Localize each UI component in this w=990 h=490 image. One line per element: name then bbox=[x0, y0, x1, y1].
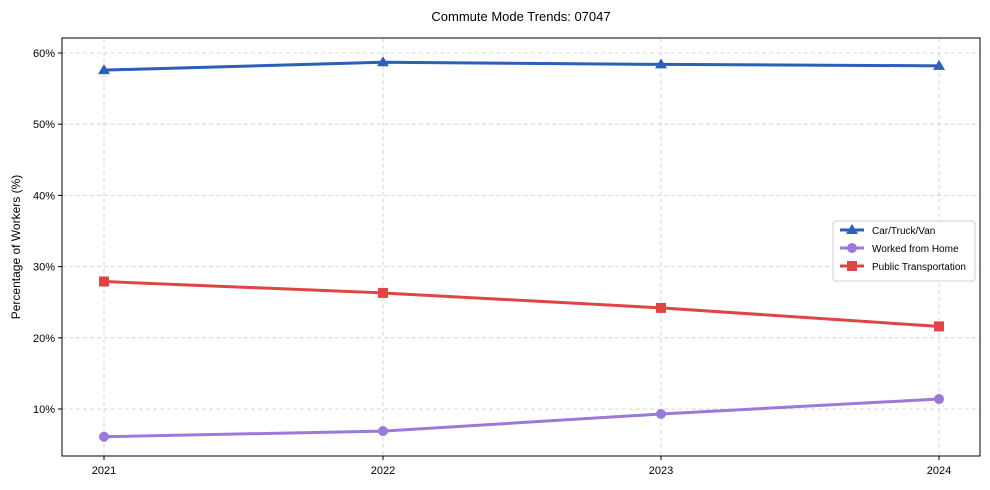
x-tick-label: 2024 bbox=[927, 465, 951, 477]
series-line bbox=[103, 60, 940, 72]
y-tick-label: 60% bbox=[33, 48, 55, 60]
y-tick-label: 40% bbox=[33, 190, 55, 202]
circle-marker bbox=[847, 243, 857, 253]
series-car-truck-van bbox=[98, 56, 945, 75]
legend-label: Public Transportation bbox=[872, 262, 966, 273]
x-tick-label: 2022 bbox=[371, 465, 395, 477]
circle-marker bbox=[378, 426, 388, 437]
chart-title: Commute Mode Trends: 07047 bbox=[431, 9, 610, 24]
series-group bbox=[98, 56, 945, 442]
legend-label: Car/Truck/Van bbox=[872, 226, 935, 237]
square-marker bbox=[656, 302, 666, 313]
triangle-marker bbox=[655, 58, 667, 69]
y-tick-label: 30% bbox=[33, 262, 55, 274]
series-line bbox=[103, 397, 940, 439]
series-worked-from-home bbox=[99, 394, 944, 442]
x-axis: 2021 2022 2023 2024 bbox=[92, 456, 951, 477]
square-marker bbox=[934, 321, 944, 332]
y-axis-label: Percentage of Workers (%) bbox=[9, 175, 23, 320]
x-tick-label: 2021 bbox=[92, 465, 116, 477]
legend-box bbox=[832, 220, 976, 282]
y-tick-label: 10% bbox=[33, 404, 55, 416]
y-tick-label: 50% bbox=[33, 119, 55, 131]
square-marker bbox=[847, 261, 857, 271]
x-tick-label: 2023 bbox=[649, 465, 673, 477]
legend-item: Car/Truck/Van bbox=[840, 224, 935, 237]
circle-marker bbox=[99, 431, 109, 442]
plot-frame bbox=[61, 37, 981, 457]
square-marker bbox=[99, 276, 109, 287]
legend-item: Worked from Home bbox=[840, 243, 959, 255]
square-marker bbox=[378, 287, 388, 298]
circle-marker bbox=[934, 394, 944, 405]
triangle-marker bbox=[846, 224, 858, 234]
triangle-marker bbox=[933, 59, 945, 70]
circle-marker bbox=[656, 408, 666, 419]
y-tick-label: 20% bbox=[33, 333, 55, 345]
grid bbox=[62, 38, 980, 456]
triangle-marker bbox=[98, 64, 110, 75]
triangle-marker bbox=[377, 56, 389, 67]
legend-item: Public Transportation bbox=[840, 261, 966, 273]
series-public-transportation bbox=[99, 276, 944, 332]
y-axis: 10% 20% 30% 40% 50% 60% bbox=[33, 48, 62, 416]
series-line bbox=[103, 280, 940, 328]
legend: Car/Truck/Van Worked from Home Public Tran… bbox=[832, 220, 976, 282]
legend-label: Worked from Home bbox=[872, 244, 959, 255]
